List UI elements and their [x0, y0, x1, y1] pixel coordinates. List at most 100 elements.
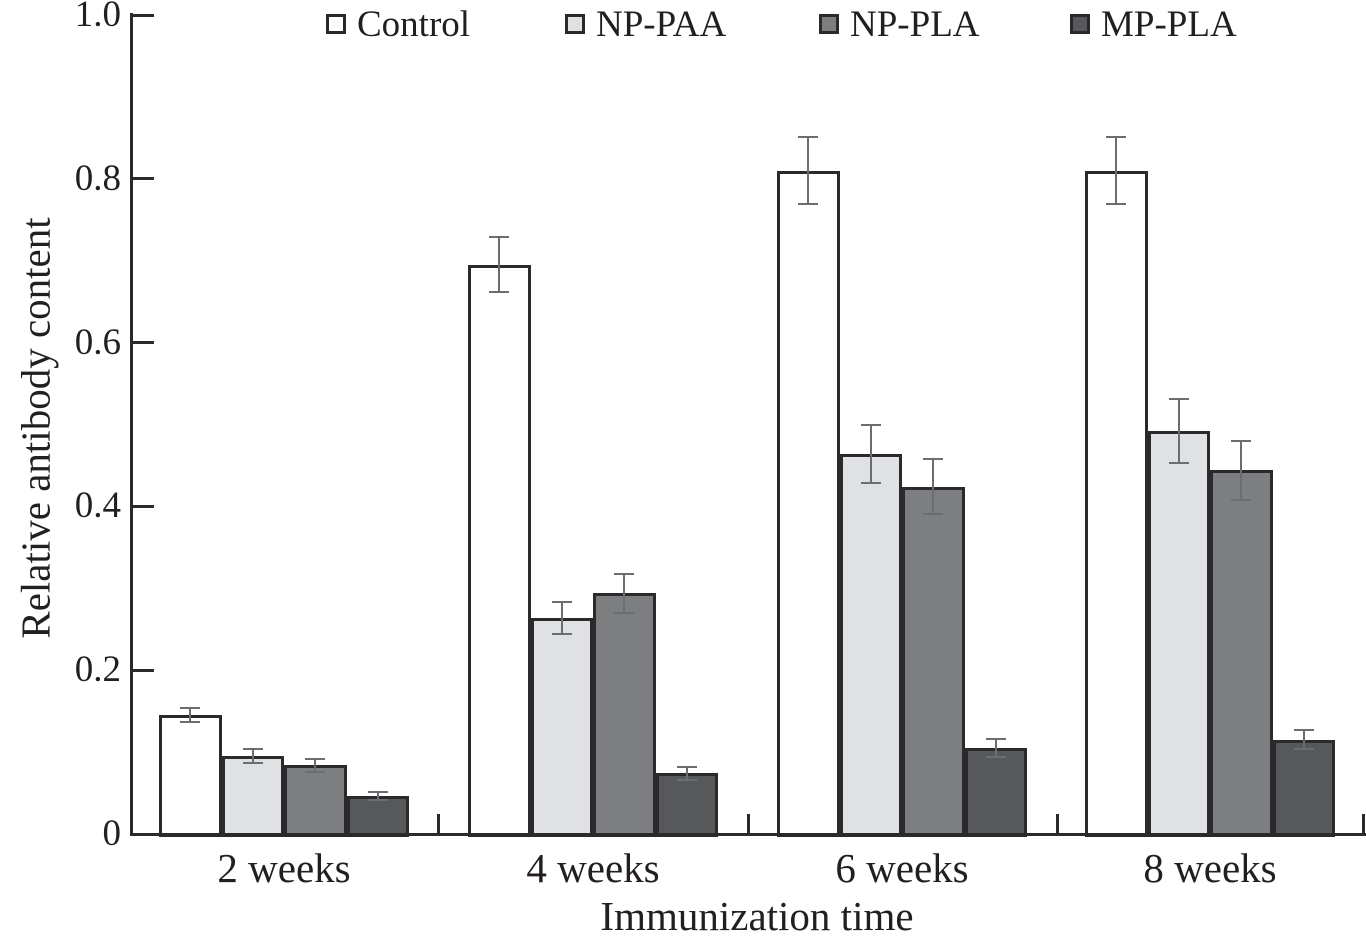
bar-8-weeks-np-paa — [1147, 431, 1210, 837]
error-bar-cap — [305, 770, 326, 773]
x-category-label-4-weeks: 4 weeks — [526, 845, 660, 891]
error-bar-cap — [614, 611, 635, 614]
error-bar-cap — [551, 632, 572, 635]
error-bar-line — [685, 766, 688, 781]
legend-label-control: Control — [357, 3, 471, 45]
error-bar-line — [376, 791, 379, 802]
error-bar-cap — [367, 799, 388, 802]
error-bar-6-weeks-mp-pla — [985, 738, 1006, 758]
error-bar-6-weeks-np-paa — [860, 423, 881, 485]
y-tick-label-0-4: 0.4 — [74, 485, 121, 527]
error-bar-4-weeks-mp-pla — [676, 766, 697, 781]
bar-4-weeks-np-paa — [530, 617, 593, 837]
bar-6-weeks-np-paa — [839, 453, 902, 837]
error-bar-line — [994, 738, 997, 758]
error-bar-cap — [985, 755, 1006, 758]
error-bar-line — [932, 458, 935, 516]
legend-label-mp-pla: MP-PLA — [1101, 3, 1237, 45]
y-tick-1-0 — [133, 13, 154, 17]
bar-8-weeks-np-pla — [1210, 470, 1273, 837]
error-bar-8-weeks-mp-pla — [1293, 729, 1314, 751]
error-bar-line — [869, 423, 872, 485]
error-bar-2-weeks-np-pla — [305, 757, 326, 773]
error-bar-cap — [860, 482, 881, 485]
error-bar-2-weeks-mp-pla — [367, 791, 388, 802]
bar-6-weeks-np-pla — [902, 486, 965, 837]
y-axis-line — [130, 13, 133, 836]
y-tick-label-0-8: 0.8 — [74, 157, 121, 199]
legend-label-np-pla: NP-PLA — [850, 3, 980, 45]
x-tick-3 — [1055, 814, 1059, 834]
y-tick-label-0-2: 0.2 — [74, 648, 121, 690]
error-bar-cap — [489, 291, 510, 294]
error-bar-4-weeks-np-pla — [614, 572, 635, 614]
legend-label-np-paa: NP-PAA — [596, 3, 727, 45]
error-bar-8-weeks-np-paa — [1168, 398, 1189, 464]
x-category-label-6-weeks: 6 weeks — [835, 845, 969, 891]
x-tick-1 — [436, 814, 440, 834]
error-bar-6-weeks-np-pla — [923, 458, 944, 516]
bar-2-weeks-np-pla — [284, 765, 347, 837]
error-bar-cap — [676, 778, 697, 781]
bar-4-weeks-np-pla — [593, 593, 656, 837]
error-bar-cap — [180, 721, 201, 724]
x-axis-line — [130, 833, 1366, 836]
bar-8-weeks-mp-pla — [1272, 739, 1335, 837]
error-bar-cap — [1293, 748, 1314, 751]
error-bar-line — [1115, 136, 1118, 205]
x-category-label-2-weeks: 2 weeks — [217, 845, 351, 891]
legend-item-np-paa: NP-PAA — [565, 2, 726, 46]
y-tick-label-0: 0 — [102, 812, 122, 854]
error-bar-line — [498, 236, 501, 294]
error-bar-line — [251, 748, 254, 765]
error-bar-8-weeks-np-pla — [1231, 440, 1252, 501]
y-tick-0-2 — [133, 668, 154, 672]
legend-item-control: Control — [326, 2, 470, 46]
error-bar-line — [807, 136, 810, 205]
error-bar-cap — [1106, 202, 1127, 205]
error-bar-cap — [798, 202, 819, 205]
error-bar-2-weeks-control — [180, 707, 201, 724]
y-tick-0-6 — [133, 341, 154, 345]
error-bar-line — [623, 572, 626, 614]
error-bar-8-weeks-control — [1106, 136, 1127, 205]
error-bar-line — [1177, 398, 1180, 464]
bar-2-weeks-np-paa — [221, 756, 284, 837]
x-axis-title: Immunization time — [600, 893, 914, 939]
error-bar-cap — [1168, 461, 1189, 464]
error-bar-line — [189, 707, 192, 724]
error-bar-line — [1240, 440, 1243, 501]
bar-6-weeks-mp-pla — [964, 748, 1027, 837]
bar-8-weeks-control — [1085, 170, 1148, 837]
error-bar-4-weeks-np-paa — [551, 600, 572, 635]
error-bar-line — [1302, 729, 1305, 751]
y-tick-0-4 — [133, 504, 154, 508]
legend-marker-control — [326, 14, 346, 34]
legend-marker-np-pla — [819, 14, 839, 34]
error-bar-6-weeks-control — [798, 136, 819, 205]
error-bar-cap — [1231, 498, 1252, 501]
x-tick-2 — [746, 814, 750, 834]
error-bar-cap — [242, 762, 263, 765]
legend-item-np-pla: NP-PLA — [819, 2, 980, 46]
legend-marker-mp-pla — [1070, 14, 1090, 34]
bar-2-weeks-mp-pla — [346, 796, 409, 837]
error-bar-cap — [923, 513, 944, 516]
legend-marker-np-paa — [565, 14, 585, 34]
legend-item-mp-pla: MP-PLA — [1070, 2, 1237, 46]
bar-6-weeks-control — [777, 170, 840, 837]
error-bar-2-weeks-np-paa — [242, 748, 263, 765]
error-bar-line — [560, 600, 563, 635]
bar-4-weeks-mp-pla — [655, 773, 718, 837]
y-tick-label-1-0: 1.0 — [74, 0, 121, 35]
x-category-label-8-weeks: 8 weeks — [1143, 845, 1277, 891]
error-bar-4-weeks-control — [489, 236, 510, 294]
error-bar-line — [314, 757, 317, 773]
y-tick-0-8 — [133, 177, 154, 181]
y-axis-title: Relative antibody content — [12, 217, 59, 639]
bar-4-weeks-control — [468, 264, 531, 837]
y-tick-label-0-6: 0.6 — [74, 321, 121, 363]
x-tick-4 — [1361, 814, 1365, 834]
bar-2-weeks-control — [159, 715, 222, 837]
